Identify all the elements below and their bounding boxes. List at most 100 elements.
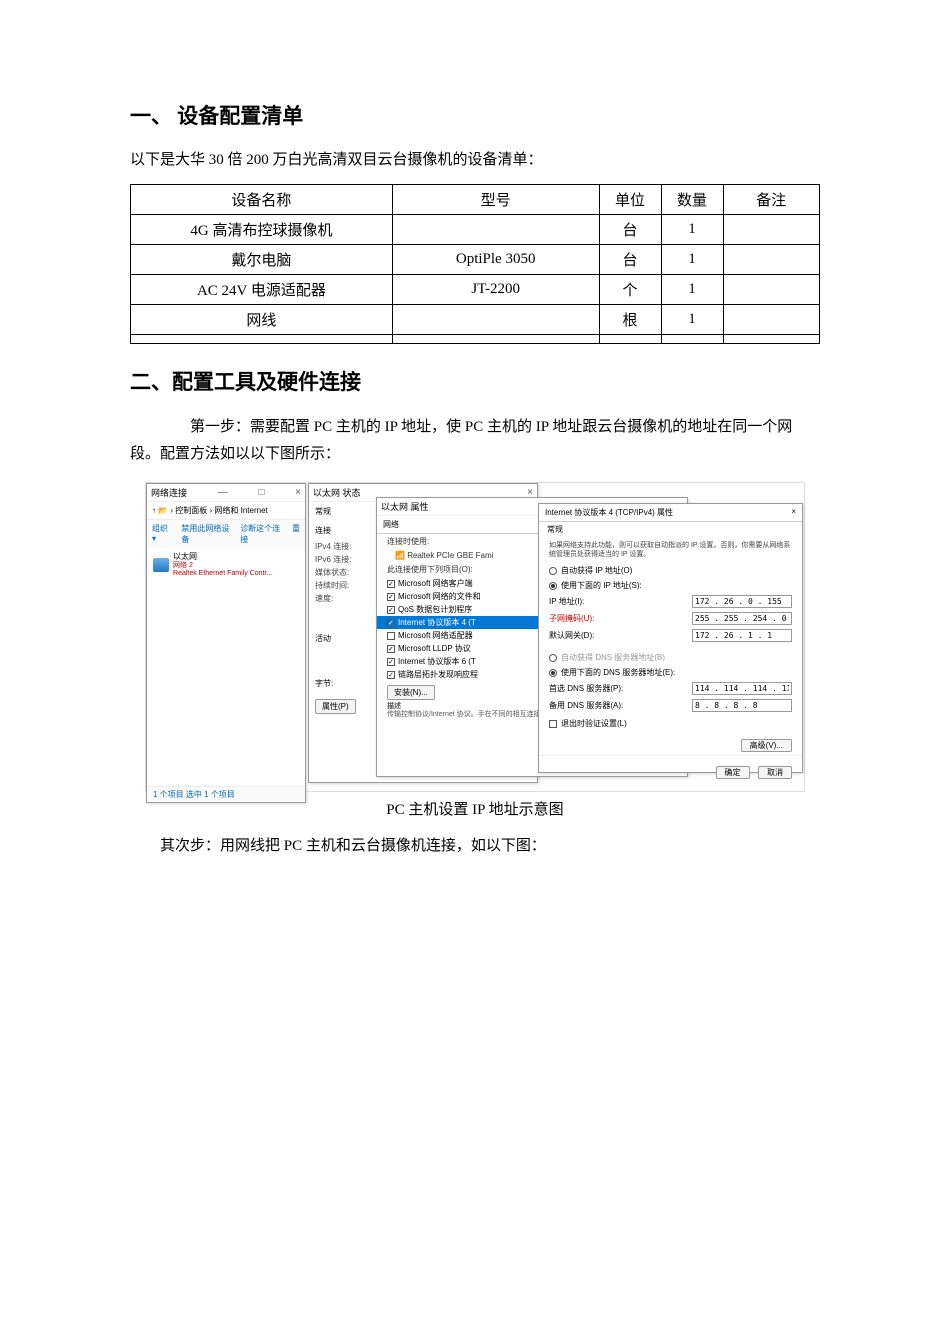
section2-heading: 二、配置工具及硬件连接 (130, 366, 820, 396)
table-cell: 1 (661, 245, 723, 275)
table-cell: 台 (599, 245, 661, 275)
table-row: 戴尔电脑OptiPle 3050台1 (131, 245, 820, 275)
table-cell (723, 275, 819, 305)
ipv4-properties-window: Internet 协议版本 4 (TCP/IPv4) 属性 × 常规 如果网络支… (538, 503, 803, 773)
w4-tab[interactable]: 常规 (539, 522, 802, 537)
breadcrumb[interactable]: ↑ 📂 › 控制面板 › 网络和 Internet (147, 502, 305, 520)
table-cell (723, 305, 819, 335)
table-row: AC 24V 电源适配器JT-2200个1 (131, 275, 820, 305)
table-cell: 4G 高清布控球摄像机 (131, 215, 393, 245)
table-cell (392, 215, 599, 245)
device-table: 设备名称 型号 单位 数量 备注 4G 高清布控球摄像机台1戴尔电脑OptiPl… (130, 184, 820, 344)
network-connections-window: 网络连接 — □ × ↑ 📂 › 控制面板 › 网络和 Internet 组织 … (146, 483, 306, 803)
advanced-button[interactable]: 高级(V)... (741, 739, 792, 752)
cancel-button[interactable]: 取消 (758, 766, 792, 779)
ip-settings-screenshot: 网络连接 — □ × ↑ 📂 › 控制面板 › 网络和 Internet 组织 … (145, 482, 805, 792)
checkbox-icon[interactable] (387, 606, 395, 614)
protocol-label: Microsoft 网络适配器 (398, 630, 473, 641)
w3-title: 以太网 属性 (381, 498, 429, 516)
ok-button[interactable]: 确定 (716, 766, 750, 779)
adapter-item[interactable]: 以太网 网络 2 Realtek Ethernet Family Contr..… (147, 548, 305, 582)
w2-ipv6: IPv6 连接: (315, 554, 351, 565)
table-cell (661, 335, 723, 344)
w1-toolbar: 组织 ▾ 禁用此网络设备 诊断这个连接 重 (147, 520, 305, 548)
table-cell (723, 245, 819, 275)
checkbox-icon[interactable] (387, 632, 395, 640)
checkbox-icon[interactable] (387, 671, 395, 679)
w2-duration: 持续时间: (315, 580, 349, 591)
adapter-net: 网络 2 (173, 562, 272, 570)
ip-input[interactable] (692, 595, 792, 608)
table-cell (392, 335, 599, 344)
section1-intro: 以下是大华 30 倍 200 万白光高清双目云台摄像机的设备清单： (130, 148, 820, 172)
toolbar-disable[interactable]: 禁用此网络设备 (181, 523, 230, 545)
dns1-input[interactable] (692, 682, 792, 695)
minimize-icon[interactable]: — (218, 484, 228, 502)
protocol-label: Microsoft 网络的文件和 (398, 591, 481, 602)
toolbar-diagnose[interactable]: 诊断这个连接 (240, 523, 282, 545)
table-cell: 1 (661, 305, 723, 335)
radio-auto-dns: 自动获得 DNS 服务器地址(B) (539, 650, 802, 665)
checkbox-icon[interactable] (387, 619, 395, 627)
validate-checkbox[interactable]: 退出时验证设置(L) (539, 714, 802, 733)
protocol-label: Microsoft 网络客户端 (398, 578, 473, 589)
section1-heading: 一、 设备配置清单 (130, 100, 820, 130)
table-cell: 根 (599, 305, 661, 335)
protocol-label: Internet 协议版本 4 (T (398, 617, 476, 628)
toolbar-organize[interactable]: 组织 ▾ (152, 523, 171, 545)
w4-title: Internet 协议版本 4 (TCP/IPv4) 属性 (545, 507, 673, 518)
protocol-label: Microsoft LLDP 协议 (398, 643, 471, 654)
table-cell: OptiPle 3050 (392, 245, 599, 275)
checkbox-icon[interactable] (387, 645, 395, 653)
close-icon[interactable]: × (295, 484, 301, 502)
w1-title: 网络连接 (151, 484, 187, 502)
dns1-label: 首选 DNS 服务器(P): (549, 683, 623, 694)
w1-titlebar: 网络连接 — □ × (147, 484, 305, 502)
adapter-dev: Realtek Ethernet Family Contr... (173, 570, 272, 578)
table-header-row: 设备名称 型号 单位 数量 备注 (131, 185, 820, 215)
radio-use-ip[interactable]: 使用下面的 IP 地址(S): (539, 578, 802, 593)
checkbox-icon[interactable] (387, 580, 395, 588)
install-button[interactable]: 安装(N)... (387, 685, 435, 700)
table-cell: AC 24V 电源适配器 (131, 275, 393, 305)
col-header-remark: 备注 (723, 185, 819, 215)
w3-desc-label: 描述 (387, 703, 401, 710)
w2-title: 以太网 状态 (313, 484, 361, 502)
dns2-label: 备用 DNS 服务器(A): (549, 700, 623, 711)
w2-ipv4: IPv4 连接: (315, 541, 351, 552)
radio-use-dns[interactable]: 使用下面的 DNS 服务器地址(E): (539, 665, 802, 680)
table-cell: JT-2200 (392, 275, 599, 305)
radio-auto-ip[interactable]: 自动获得 IP 地址(O) (539, 563, 802, 578)
screenshot-figure: 网络连接 — □ × ↑ 📂 › 控制面板 › 网络和 Internet 组织 … (145, 482, 805, 819)
properties-button[interactable]: 属性(P) (315, 699, 356, 714)
table-cell (723, 335, 819, 344)
checkbox-icon[interactable] (387, 593, 395, 601)
protocol-label: Internet 协议版本 6 (T (398, 656, 476, 667)
table-cell: 台 (599, 215, 661, 245)
table-row (131, 335, 820, 344)
step1-text: 第一步：需要配置 PC 主机的 IP 地址，使 PC 主机的 IP 地址跟云台摄… (130, 414, 820, 468)
w4-note: 如果网络支持此功能，则可以获取自动指派的 IP 设置。否则，你需要从网络系统管理… (539, 537, 802, 563)
table-cell: 1 (661, 275, 723, 305)
mask-input[interactable] (692, 612, 792, 625)
step2-text: 其次步：用网线把 PC 主机和云台摄像机连接，如以下图： (130, 833, 820, 860)
table-cell: 戴尔电脑 (131, 245, 393, 275)
gateway-input[interactable] (692, 629, 792, 642)
adapter-name: 以太网 (173, 552, 272, 562)
w1-statusbar: 1 个项目 选中 1 个项目 (147, 786, 305, 802)
maximize-icon[interactable]: □ (258, 484, 264, 502)
close-icon[interactable]: × (791, 507, 796, 518)
table-cell: 个 (599, 275, 661, 305)
w2-speed: 速度: (315, 593, 333, 604)
mask-label: 子网掩码(U): (549, 613, 594, 624)
toolbar-rename[interactable]: 重 (292, 523, 300, 545)
col-header-name: 设备名称 (131, 185, 393, 215)
gateway-label: 默认网关(D): (549, 630, 594, 641)
col-header-model: 型号 (392, 185, 599, 215)
ethernet-icon (153, 558, 169, 572)
ip-label: IP 地址(I): (549, 596, 584, 607)
checkbox-icon[interactable] (387, 658, 395, 666)
dns2-input[interactable] (692, 699, 792, 712)
table-cell: 1 (661, 215, 723, 245)
table-cell (131, 335, 393, 344)
